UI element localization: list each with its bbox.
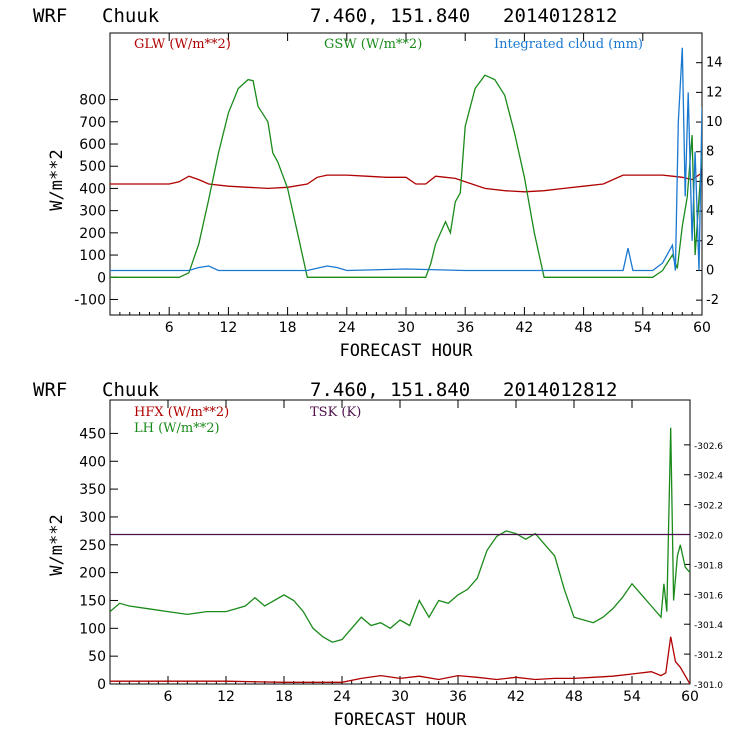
chart1-x-tick-label: 12 [219, 320, 237, 336]
chart2-x-tick-label: 48 [565, 689, 583, 705]
chart2-header-coords: 7.460, 151.840 [310, 379, 470, 401]
chart2-x-tick-label: 36 [449, 689, 467, 705]
chart2-y2-tick-label: -301.0 [694, 681, 723, 691]
chart2-header-run: 2014012812 [503, 379, 617, 401]
chart1-series-line-3 [110, 47, 702, 272]
chart2-y-axis-label: W/m**2 [47, 514, 67, 575]
chart1-y2-tick-label: 12 [706, 85, 723, 100]
chart1-x-tick-label: 18 [279, 320, 297, 336]
chart2-plot-frame [109, 399, 691, 685]
chart1-y2-tick-label: 6 [706, 174, 714, 189]
chart2-x-tick-label: 18 [275, 689, 293, 705]
chart2-y-tick-label: 50 [88, 649, 106, 665]
chart1-x-tick-label: 36 [456, 320, 474, 336]
chart2-y-tick-label: 100 [79, 621, 106, 637]
chart1-x-tick-label: 54 [634, 320, 652, 336]
chart1-y2-tick-label: 10 [706, 115, 723, 130]
chart2-x-tick-label: 12 [217, 689, 235, 705]
chart1-header-run: 2014012812 [503, 5, 617, 27]
chart1-x-tick-label: 60 [693, 320, 711, 336]
chart1-y2-tick-label: 14 [706, 56, 723, 71]
chart2-y-tick-label: 400 [79, 454, 106, 470]
chart1-x-tick-label: 48 [575, 320, 593, 336]
chart1-x-tick-label: 42 [515, 320, 533, 336]
chart1-plot-frame [109, 32, 703, 316]
chart1-y-tick-label: 700 [79, 115, 106, 131]
chart2-y2-tick-label: -302.4 [694, 472, 723, 482]
chart1-y-tick-label: 600 [79, 137, 106, 153]
chart1-header-model: WRF [33, 5, 67, 27]
chart1-y-tick-label: 200 [79, 226, 106, 242]
chart1-y-tick-label: 800 [79, 93, 106, 109]
chart2-y2-tick-label: -301.6 [694, 591, 723, 601]
chart1-y-tick-label: 500 [79, 159, 106, 175]
chart2-y2-tick-label: -302.2 [694, 502, 723, 512]
chart2-legend-entry: TSK (K) [310, 405, 361, 420]
chart1-x-tick-label: 24 [338, 320, 356, 336]
chart1-legend-entry: GLW (W/m**2) [134, 37, 231, 52]
chart1-y-tick-label: 300 [79, 204, 106, 220]
chart1-x-tick-label: 30 [397, 320, 415, 336]
chart2-y2-tick-label: -302.0 [694, 532, 723, 542]
chart1-header-station: Chuuk [102, 5, 160, 27]
chart1-y-tick-label: 0 [97, 270, 106, 286]
chart1-y2-tick-label: 2 [706, 234, 714, 249]
chart1-legend-entry: Integrated cloud (mm) [494, 37, 643, 52]
chart1-y-axis-label: W/m**2 [47, 149, 67, 210]
chart2-x-tick-label: 42 [507, 689, 525, 705]
chart1-header-coords: 7.460, 151.840 [310, 5, 470, 27]
chart2-y-tick-label: 200 [79, 566, 106, 582]
chart2-x-tick-label: 30 [391, 689, 409, 705]
chart1-series-line-1 [110, 172, 702, 193]
chart1-x-axis-label: FORECAST HOUR [339, 341, 473, 361]
chart2-y2-tick-label: -301.4 [694, 621, 723, 631]
chart1-y-tick-label: 100 [79, 248, 106, 264]
chart2-x-tick-label: 60 [681, 689, 699, 705]
chart2-y-tick-label: 250 [79, 538, 106, 554]
chart2-y-tick-label: 150 [79, 593, 106, 609]
chart2-y2-tick-label: -302.6 [694, 442, 723, 452]
chart2-header-model: WRF [33, 379, 67, 401]
chart2-x-tick-label: 24 [333, 689, 351, 705]
chart2-y-tick-label: 300 [79, 510, 106, 526]
chart1-legend-entry: GSW (W/m**2) [324, 37, 422, 52]
chart2-legend-entry: LH (W/m**2) [134, 421, 220, 436]
chart1-y2-tick-label: -2 [706, 293, 719, 308]
chart2-y-tick-label: 0 [97, 677, 106, 693]
chart2-x-tick-label: 54 [623, 689, 641, 705]
chart1-y2-tick-label: 4 [706, 204, 714, 219]
chart1-y-tick-label: -100 [74, 292, 106, 308]
chart1-y-tick-label: 400 [79, 181, 106, 197]
chart2-y2-tick-label: -301.2 [694, 651, 723, 661]
chart2-series-line-2 [110, 427, 690, 643]
chart1-x-tick-label: 6 [165, 320, 174, 336]
chart2-legend-entry: HFX (W/m**2) [134, 405, 229, 420]
chart2-y2-tick-label: -301.8 [694, 561, 723, 571]
chart2-x-tick-label: 6 [164, 689, 173, 705]
chart2-y-tick-label: 450 [79, 426, 106, 442]
chart2-x-axis-label: FORECAST HOUR [333, 710, 467, 730]
chart1-series-line-2 [110, 74, 702, 278]
chart2-series-line-1 [110, 636, 690, 684]
chart1-y2-tick-label: 8 [706, 145, 714, 160]
chart1-y2-tick-label: 0 [706, 263, 714, 278]
chart2-header-station: Chuuk [102, 379, 160, 401]
chart2-y-tick-label: 350 [79, 482, 106, 498]
